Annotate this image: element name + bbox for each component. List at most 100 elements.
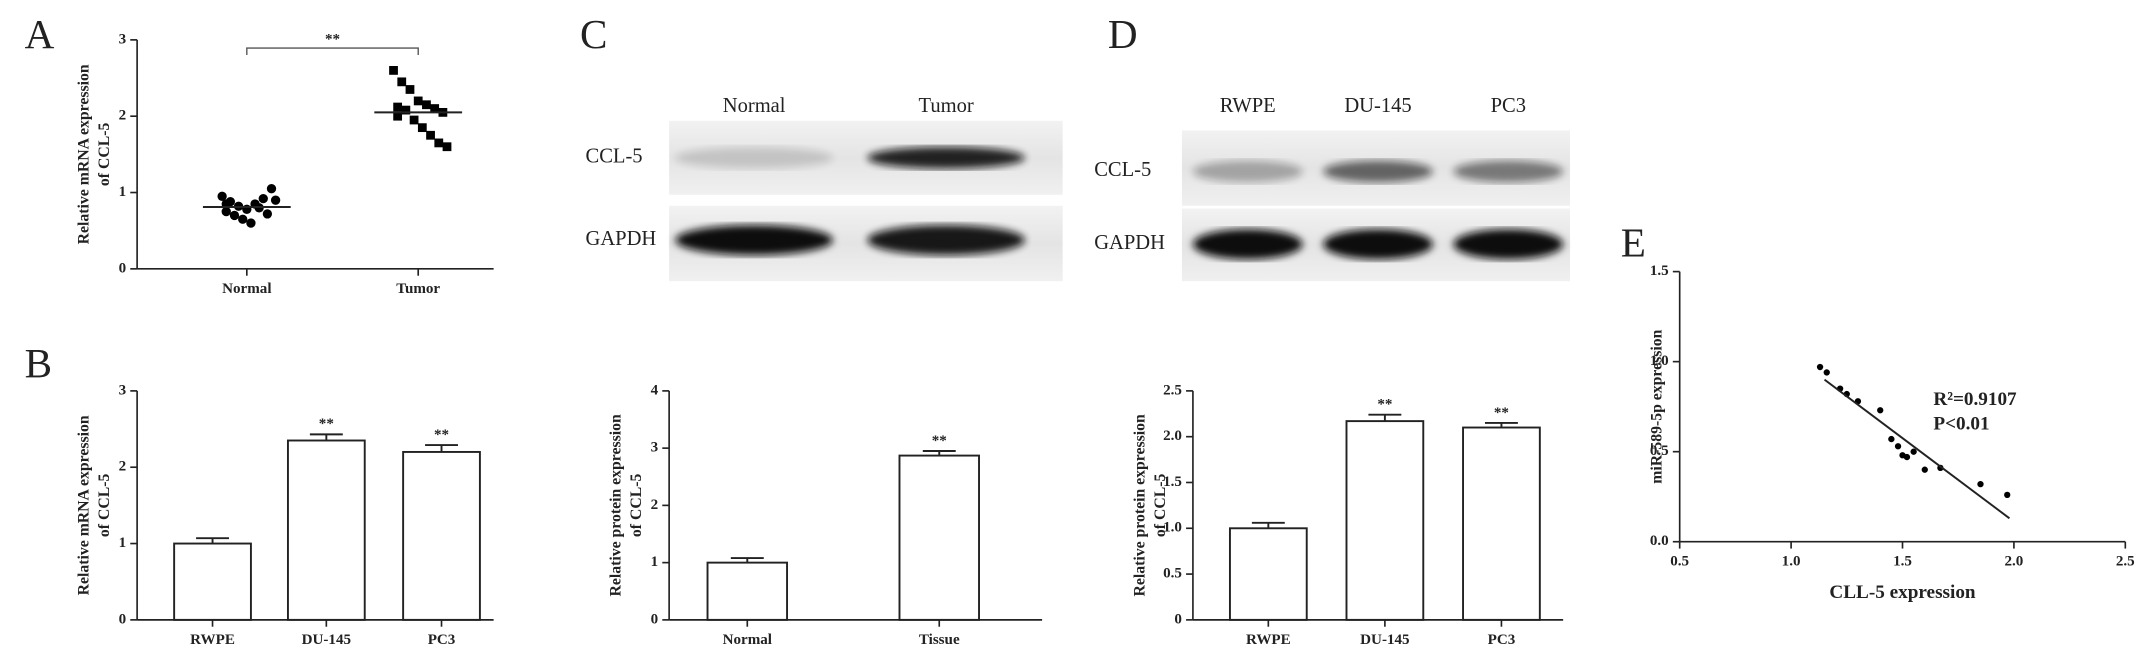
y-tick-label: 0 — [651, 611, 659, 627]
x-tick-label: 2.0 — [2004, 554, 2023, 570]
bar — [1345, 420, 1425, 621]
data-point — [405, 85, 415, 94]
data-point — [1977, 480, 1984, 488]
bar — [402, 450, 481, 621]
y-tick-label: 2.5 — [1163, 382, 1182, 398]
data-point — [1894, 443, 1902, 450]
data-point — [389, 66, 398, 75]
y-tick-label: 1 — [651, 554, 659, 570]
data-point — [442, 142, 452, 152]
x-tick-label: DU-145 — [1360, 632, 1409, 648]
blot-band — [867, 146, 1025, 169]
y-tick-label: 3 — [119, 382, 127, 398]
blot-band — [867, 224, 1025, 256]
blot-band — [1453, 160, 1564, 183]
y-tick-label: 1 — [119, 184, 127, 200]
y-tick-label: 4 — [651, 382, 659, 398]
significance-label: ** — [932, 433, 947, 449]
significance-label: ** — [319, 416, 334, 432]
data-point — [221, 206, 231, 217]
data-point — [430, 104, 440, 113]
bar — [706, 561, 789, 621]
blot-lane-label: PC3 — [1491, 95, 1526, 117]
y-tick-label: 0 — [1174, 611, 1182, 627]
y-axis-label: miR-589-5p expression — [1648, 329, 1665, 483]
data-point — [1921, 466, 1928, 473]
y-tick-label: 1.5 — [1650, 263, 1669, 279]
y-tick-label: 3 — [651, 440, 659, 456]
y-tick-label: 1.0 — [1650, 353, 1669, 369]
x-tick-label: Tumor — [396, 281, 440, 297]
data-point — [2004, 491, 2011, 499]
panel-letter: E — [1621, 219, 1646, 265]
y-axis-label: Relative protein expression — [1131, 414, 1148, 597]
x-tick-label: 1.0 — [1782, 554, 1801, 570]
panel-letter: B — [25, 340, 52, 386]
blot-lane-label: RWPE — [1220, 95, 1276, 117]
blot-lane-label: Tumor — [919, 95, 974, 117]
blot-lane-label: Normal — [723, 95, 786, 117]
data-point — [426, 130, 435, 140]
x-tick-label: 1.5 — [1893, 554, 1912, 570]
data-point — [1816, 363, 1824, 371]
blot-lane-label: DU-145 — [1344, 95, 1411, 117]
annotation: R²=0.9107 — [1933, 389, 2017, 410]
blot-band — [1453, 229, 1564, 260]
data-point — [1877, 407, 1884, 414]
x-tick-label: 0.5 — [1670, 554, 1689, 570]
data-point — [417, 123, 427, 133]
y-tick-label: 0.5 — [1650, 443, 1669, 459]
data-point — [262, 209, 273, 219]
data-point — [266, 184, 277, 194]
y-tick-label: 3 — [119, 31, 127, 47]
y-tick-label: 2 — [119, 108, 127, 124]
blot-band — [675, 224, 833, 256]
x-tick-label: RWPE — [1246, 632, 1291, 648]
data-point — [258, 193, 268, 204]
x-tick-label: DU-145 — [302, 632, 351, 648]
data-point — [217, 191, 227, 202]
blot-band — [1323, 229, 1433, 260]
data-point — [1903, 453, 1911, 461]
y-tick-label: 0 — [119, 260, 127, 276]
significance-bracket — [246, 47, 419, 55]
x-tick-label: RWPE — [190, 632, 235, 648]
annotation: P<0.01 — [1933, 414, 1989, 435]
data-point — [1823, 369, 1830, 376]
data-point — [246, 218, 256, 228]
y-axis-label: of CCL-5 — [96, 474, 113, 538]
y-axis-label: Relative mRNA expression — [76, 64, 93, 244]
x-tick-label: Tissue — [919, 632, 960, 648]
x-tick-label: 2.5 — [2116, 554, 2135, 570]
data-point — [393, 111, 403, 121]
blot-band — [675, 146, 833, 169]
panel-letter: C — [580, 11, 607, 57]
bar — [898, 454, 980, 621]
data-point — [1888, 435, 1895, 443]
significance-label: ** — [434, 427, 449, 443]
data-point — [401, 105, 411, 115]
data-point — [413, 96, 423, 106]
significance-label: ** — [1377, 397, 1392, 413]
panel-letter: A — [25, 11, 55, 57]
y-tick-label: 2.0 — [1163, 428, 1182, 444]
data-point — [397, 77, 407, 87]
y-tick-label: 1.5 — [1163, 474, 1182, 490]
data-point — [1910, 448, 1917, 455]
data-point — [409, 115, 419, 125]
y-tick-label: 2 — [651, 497, 659, 513]
blot-row-label: GAPDH — [1094, 232, 1165, 254]
bar — [173, 542, 252, 621]
x-tick-label: Normal — [222, 281, 271, 297]
fit-line — [1823, 378, 2011, 520]
y-tick-label: 0.0 — [1650, 533, 1669, 549]
x-axis-label: CLL-5 expression — [1829, 582, 1976, 603]
significance-label: ** — [1494, 405, 1509, 421]
y-tick-label: 0 — [119, 611, 127, 627]
blot-row-label: CCL-5 — [1094, 159, 1151, 181]
data-point — [270, 195, 281, 205]
x-tick-label: Normal — [723, 632, 772, 648]
significance-label: ** — [325, 31, 340, 47]
bar — [1462, 426, 1541, 621]
